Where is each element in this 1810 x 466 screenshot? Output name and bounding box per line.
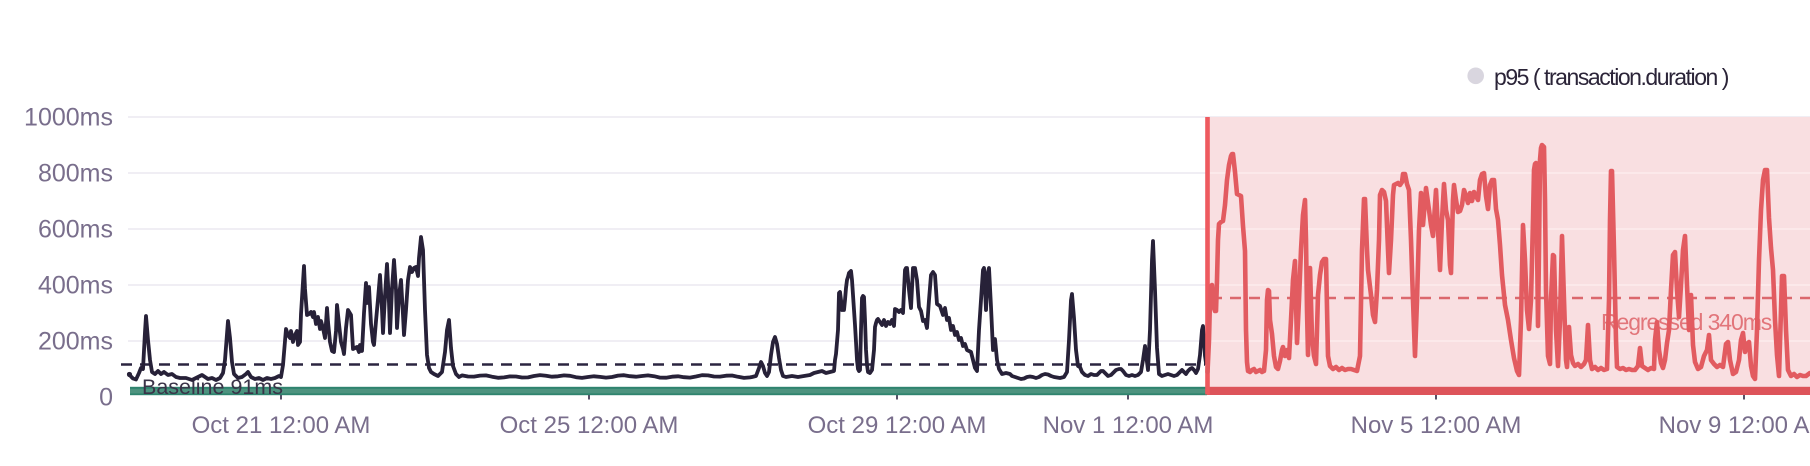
svg-text:0: 0 — [99, 384, 113, 412]
svg-text:1000ms: 1000ms — [24, 104, 113, 132]
svg-text:Oct 29 12:00 AM: Oct 29 12:00 AM — [808, 412, 987, 439]
svg-text:600ms: 600ms — [38, 216, 113, 244]
svg-text:Nov 9 12:00 AM: Nov 9 12:00 AM — [1659, 412, 1810, 439]
svg-text:p95 ( transaction.duration ): p95 ( transaction.duration ) — [1494, 64, 1729, 90]
svg-text:Nov 1 12:00 AM: Nov 1 12:00 AM — [1043, 412, 1214, 439]
svg-text:Oct 21 12:00 AM: Oct 21 12:00 AM — [192, 412, 371, 439]
svg-text:800ms: 800ms — [38, 160, 113, 188]
svg-text:Nov 5 12:00 AM: Nov 5 12:00 AM — [1351, 412, 1522, 439]
svg-text:Oct 25 12:00 AM: Oct 25 12:00 AM — [500, 412, 679, 439]
svg-text:400ms: 400ms — [38, 272, 113, 300]
svg-text:200ms: 200ms — [38, 328, 113, 356]
